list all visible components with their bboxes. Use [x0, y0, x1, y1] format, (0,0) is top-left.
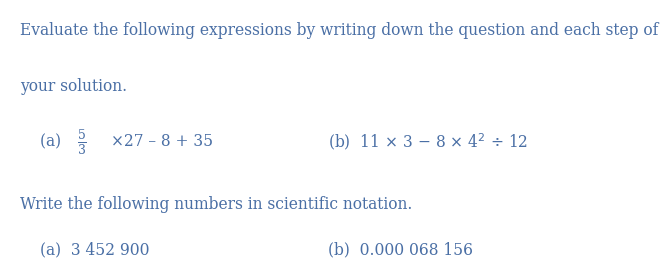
- Text: your solution.: your solution.: [20, 78, 127, 95]
- Text: (a)  3 452 900: (a) 3 452 900: [40, 242, 149, 259]
- Text: (b)  11 $\times$ 3 $-$ 8 $\times$ 4$^2$ $\div$ 12: (b) 11 $\times$ 3 $-$ 8 $\times$ 4$^2$ $…: [328, 131, 529, 152]
- Text: $\mathregular{\frac{5}{3}}$: $\mathregular{\frac{5}{3}}$: [77, 127, 87, 157]
- Text: Evaluate the following expressions by writing down the question and each step of: Evaluate the following expressions by wr…: [20, 22, 659, 39]
- Text: (a): (a): [40, 133, 66, 150]
- Text: ×27 – 8 + 35: ×27 – 8 + 35: [111, 133, 212, 150]
- Text: (b)  0.000 068 156: (b) 0.000 068 156: [328, 242, 473, 259]
- Text: Write the following numbers in scientific notation.: Write the following numbers in scientifi…: [20, 196, 413, 213]
